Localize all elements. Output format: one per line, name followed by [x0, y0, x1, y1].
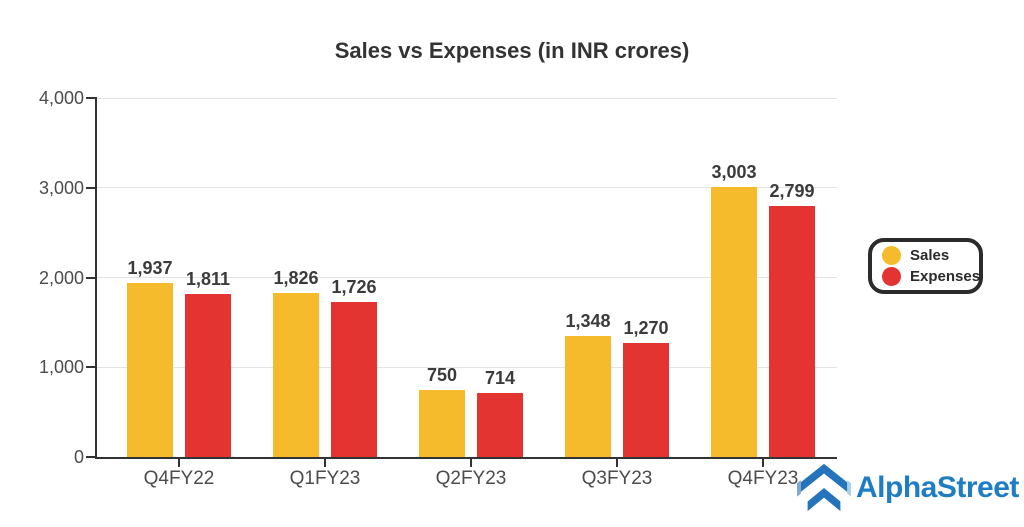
bar-expenses	[769, 206, 815, 457]
legend: Sales Expenses	[868, 238, 983, 294]
y-axis-tick-label: 0	[73, 447, 84, 467]
y-axis-tick	[86, 97, 97, 99]
bar-sales	[273, 293, 319, 457]
legend-label-expenses: Expenses	[910, 268, 981, 285]
y-axis-tick	[86, 366, 97, 369]
bar-sales	[565, 336, 611, 457]
bar-value-label: 2,799	[769, 181, 815, 201]
y-axis-tick-label: 4,000	[38, 88, 84, 108]
bar-value-label: 1,726	[331, 277, 377, 297]
bar-value-label: 1,937	[127, 258, 173, 278]
gridline	[97, 97, 837, 99]
gridline	[97, 277, 837, 278]
legend-label-sales: Sales	[910, 247, 950, 264]
alphastreet-chevron-icon	[797, 463, 851, 512]
bar-value-label: 1,826	[273, 268, 319, 288]
y-axis-tick-label: 2,000	[38, 267, 84, 288]
y-axis-tick	[86, 276, 97, 279]
bar-value-label: 714	[484, 368, 516, 388]
bar-value-label: 1,348	[565, 311, 611, 331]
alphastreet-logo: AlphaStreet	[797, 461, 1019, 515]
x-axis-line	[95, 457, 837, 459]
sales-color-dot-icon	[882, 246, 901, 265]
expenses-color-dot-icon	[882, 267, 901, 286]
chart-title: Sales vs Expenses (in INR crores)	[334, 38, 690, 63]
x-axis-tick	[762, 459, 764, 467]
gridline	[97, 187, 837, 189]
bar-expenses	[477, 393, 523, 457]
bar-expenses	[185, 294, 231, 457]
bar-value-label: 750	[426, 365, 458, 385]
x-axis-tick-label: Q4FY22	[143, 468, 215, 489]
gridline	[97, 366, 837, 368]
bar-sales	[419, 390, 465, 457]
bar-sales	[711, 187, 757, 457]
bar-value-label: 1,811	[185, 269, 231, 289]
bar-value-label: 3,003	[711, 162, 757, 182]
x-axis-tick-label: Q4FY23	[727, 468, 799, 489]
x-axis-tick	[616, 459, 618, 467]
legend-item-expenses: Expenses	[882, 267, 980, 286]
y-axis-tick	[86, 456, 97, 458]
x-axis-tick	[324, 459, 326, 467]
bar-expenses	[331, 302, 377, 457]
legend-item-sales: Sales	[882, 246, 971, 265]
x-axis-tick-label: Q2FY23	[435, 468, 507, 489]
y-axis-tick-label: 1,000	[38, 357, 84, 378]
bar-value-label: 1,270	[623, 318, 669, 338]
bar-sales	[127, 283, 173, 457]
y-axis-tick	[86, 186, 97, 189]
y-axis-line	[95, 98, 97, 459]
x-axis-tick	[178, 459, 180, 467]
x-axis-tick-label: Q3FY23	[581, 468, 653, 489]
x-axis-tick	[470, 459, 472, 467]
alphastreet-wordmark: AlphaStreet	[856, 471, 1019, 504]
bar-expenses	[623, 343, 669, 457]
x-axis-tick-label: Q1FY23	[289, 468, 361, 489]
y-axis-tick-label: 3,000	[38, 177, 84, 198]
